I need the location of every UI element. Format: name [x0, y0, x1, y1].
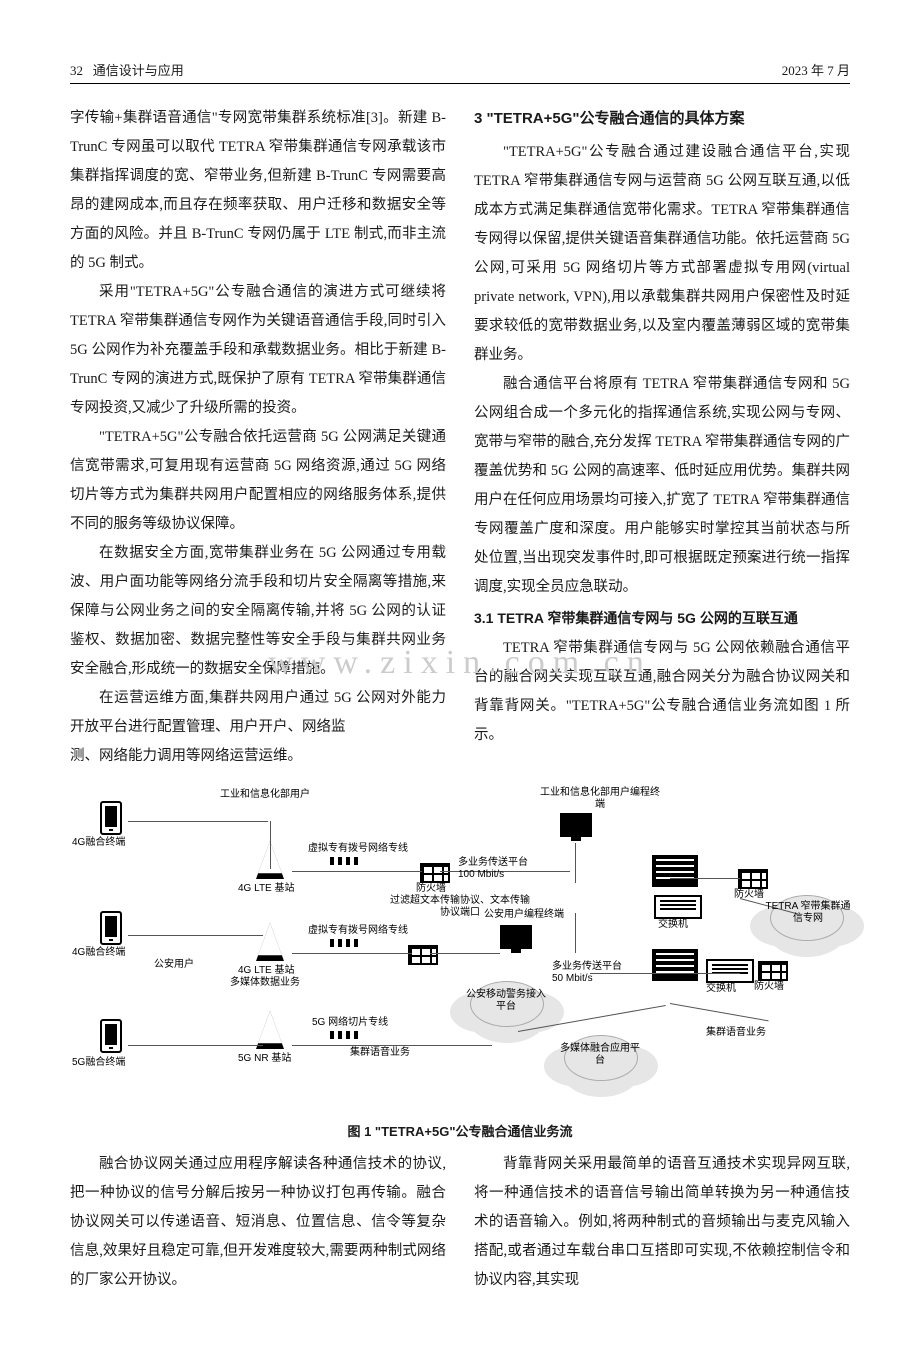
label-slice: 5G 网络切片专线	[312, 1017, 388, 1029]
figure-1-caption: 图 1 "TETRA+5G"公专融合通信业务流	[70, 1121, 850, 1140]
label-cloud-mm: 多媒体融合应用平台	[558, 1043, 642, 1067]
label-trunk-voice: 集群语音业务	[350, 1047, 410, 1059]
section-3-title: 3 "TETRA+5G"公专融合通信的具体方案	[474, 104, 850, 134]
label-cloud-tetra: TETRA 窄带集群通信专网	[762, 901, 854, 925]
link-icon	[330, 857, 360, 865]
label-ind-user: 工业和信息化部用户	[220, 789, 310, 801]
right-p4: TETRA 窄带集群通信专网与 5G 公网依赖融合通信平台的融合网关实现互联互通…	[474, 634, 850, 750]
label-switch-1: 交换机	[658, 919, 688, 931]
label-vpn-2: 虚拟专有拨号网络专线	[308, 925, 408, 937]
pc-icon	[560, 813, 592, 837]
label-cluster-voice2: 集群语音业务	[706, 1027, 766, 1039]
server-icon	[652, 949, 698, 981]
tower-icon	[256, 923, 284, 961]
right-p3: 融合通信平台将原有 TETRA 窄带集群通信专网和 5G 公网组合成一个多元化的…	[474, 370, 850, 602]
label-rate-50: 多业务传送平台 50 Mbit/s	[552, 961, 622, 985]
firewall-icon	[758, 961, 788, 981]
bottom-columns: 融合协议网关通过应用程序解读各种通信技术的协议,把一种协议的信号分解后按另一种协…	[70, 1150, 850, 1295]
label-bs-4g-1: 4G LTE 基站	[238, 883, 295, 895]
switch-icon	[654, 895, 702, 919]
left-p4: 在数据安全方面,宽带集群业务在 5G 公网通过专用载波、用户面功能等网络分流手段…	[70, 539, 446, 684]
page-header: 32 通信设计与应用 2023 年 7 月	[70, 60, 850, 84]
label-mm-data: 多媒体数据业务	[230, 977, 300, 989]
journal-title: 通信设计与应用	[93, 63, 184, 78]
section-3-1-title: 3.1 TETRA 窄带集群通信专网与 5G 公网的互联互通	[474, 604, 850, 632]
label-police-pc: 公安用户编程终端	[484, 909, 564, 921]
right-p2: "TETRA+5G"公专融合通过建设融合通信平台,实现 TETRA 窄带集群通信…	[474, 138, 850, 370]
label-bs-4g-2: 4G LTE 基站	[238, 965, 295, 977]
server-icon	[652, 855, 698, 887]
label-police-user: 公安用户	[154, 959, 194, 971]
label-rate-100: 多业务传送平台 100 Mbit/s	[458, 857, 528, 881]
phone-icon	[100, 911, 122, 945]
label-term-5g: 5G融合终端	[72, 1057, 125, 1069]
label-switch-2: 交换机	[706, 983, 736, 995]
label-cloud-police: 公安移动警务接入平台	[464, 989, 548, 1013]
left-p5: 在运营运维方面,集群共网用户通过 5G 公网对外能力开放平台进行配置管理、用户开…	[70, 684, 446, 742]
label-firewall-2: 防火墙	[734, 889, 764, 901]
right-p1: 测、网络能力调用等网络运营运维。	[70, 742, 446, 771]
left-p1: 字传输+集群语音通信"专网宽带集群系统标准[3]。新建 B-TrunC 专网虽可…	[70, 104, 446, 278]
phone-icon	[100, 801, 122, 835]
label-firewall-1: 防火墙	[416, 883, 446, 895]
page-number: 32	[70, 63, 83, 78]
label-vpn-1: 虚拟专有拨号网络专线	[308, 843, 408, 855]
label-bs-5g: 5G NR 基站	[238, 1053, 291, 1065]
phone-icon	[100, 1019, 122, 1053]
label-term-4g-2: 4G融合终端	[72, 947, 125, 959]
bottom-left: 融合协议网关通过应用程序解读各种通信技术的协议,把一种协议的信号分解后按另一种协…	[70, 1150, 446, 1295]
left-p3: "TETRA+5G"公专融合依托运营商 5G 公网满足关键通信宽带需求,可复用现…	[70, 423, 446, 539]
left-p2: 采用"TETRA+5G"公专融合通信的演进方式可继续将 TETRA 窄带集群通信…	[70, 278, 446, 423]
header-left: 32 通信设计与应用	[70, 60, 184, 79]
label-ind-pc: 工业和信息化部用户编程终端	[540, 787, 660, 811]
pc-icon	[500, 925, 532, 949]
link-icon	[330, 1031, 360, 1039]
link-icon	[330, 939, 360, 947]
tower-icon	[256, 1011, 284, 1049]
firewall-icon	[408, 945, 438, 965]
switch-icon	[706, 959, 754, 983]
firewall-icon	[420, 863, 450, 883]
label-term-4g-1: 4G融合终端	[72, 837, 125, 849]
bottom-right: 背靠背网关采用最简单的语音互通技术实现异网互联,将一种通信技术的语音信号输出简单…	[474, 1150, 850, 1295]
body-columns: 字传输+集群语音通信"专网宽带集群系统标准[3]。新建 B-TrunC 专网虽可…	[70, 104, 850, 771]
header-date: 2023 年 7 月	[782, 60, 850, 79]
firewall-icon	[738, 869, 768, 889]
label-firewall-3: 防火墙	[754, 981, 784, 993]
figure-1: 工业和信息化部用户 4G融合终端 4G融合终端 公安用户 5G融合终端 4G L…	[70, 783, 850, 1113]
